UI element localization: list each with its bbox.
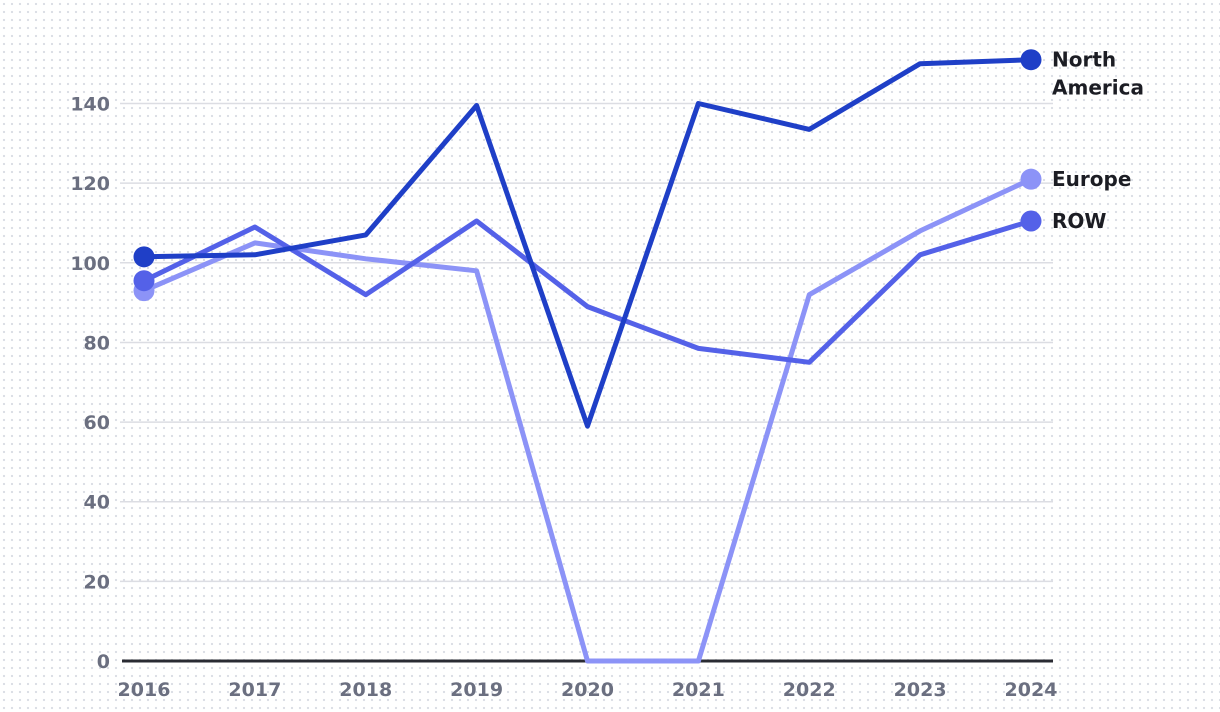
x-tick-label: 2022	[783, 679, 836, 701]
series-end-point-north-america	[1020, 49, 1042, 71]
series-label-row: ROW	[1052, 209, 1106, 233]
y-tick-label: 0	[97, 651, 110, 673]
grid-lines	[120, 102, 1053, 583]
y-tick-label: 80	[84, 332, 110, 354]
x-tick-label: 2017	[228, 679, 281, 701]
y-tick-label: 100	[70, 253, 110, 275]
series-end-point-europe	[1020, 168, 1042, 190]
series-label-europe: Europe	[1052, 167, 1131, 191]
x-tick-label: 2024	[1005, 679, 1058, 701]
series-line-north-america	[141, 57, 1034, 429]
x-tick-label: 2020	[561, 679, 614, 701]
x-axis-ticks: 2016 2017 2018 2019 2020 2021 2022 2023 2024	[118, 679, 1058, 701]
series-label-north-america: North America	[1052, 48, 1144, 100]
x-tick-label: 2023	[894, 679, 947, 701]
x-tick-label: 2016	[118, 679, 171, 701]
y-axis-ticks: 0 20 40 60 80 100 120 140	[70, 94, 110, 673]
series-labels: Europe ROW North America	[1052, 48, 1144, 233]
y-tick-label: 60	[84, 412, 110, 434]
series-start-point-north-america	[133, 246, 155, 268]
x-tick-label: 2018	[339, 679, 392, 701]
x-tick-label: 2021	[672, 679, 725, 701]
y-tick-label: 20	[84, 571, 110, 593]
y-tick-label: 140	[70, 94, 110, 116]
x-tick-label: 2019	[450, 679, 503, 701]
series-end-point-row	[1020, 210, 1042, 232]
series-start-point-row	[133, 270, 155, 292]
series-lines	[133, 49, 1042, 664]
y-tick-label: 120	[70, 173, 110, 195]
y-tick-label: 40	[84, 492, 110, 514]
